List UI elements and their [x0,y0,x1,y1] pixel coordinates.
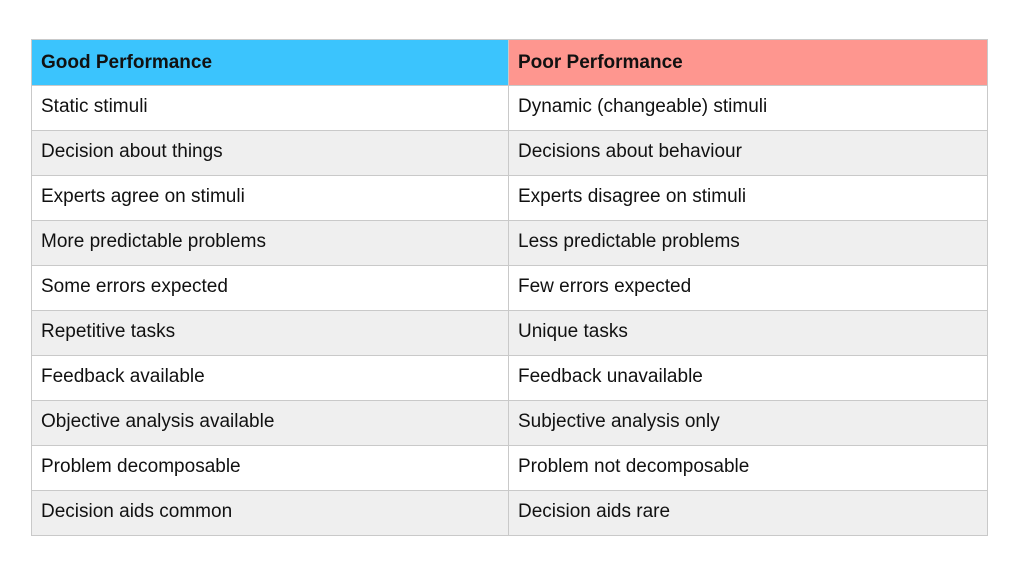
poor-performance-cell: Few errors expected [508,265,988,311]
poor-performance-cell: Feedback unavailable [508,355,988,401]
header-row: Good Performance Poor Performance [31,39,988,86]
table-row: More predictable problems Less predictabl… [31,220,988,266]
good-performance-cell: Decision about things [31,130,509,176]
good-performance-cell: Repetitive tasks [31,310,509,356]
header-good-performance: Good Performance [31,39,509,86]
table-row: Feedback available Feedback unavailable [31,355,988,401]
good-performance-cell: More predictable problems [31,220,509,266]
good-performance-cell: Objective analysis available [31,400,509,446]
good-performance-cell: Experts agree on stimuli [31,175,509,221]
table-row: Some errors expected Few errors expected [31,265,988,311]
table-row: Decision about things Decisions about beh… [31,130,988,176]
header-poor-performance: Poor Performance [508,39,988,86]
good-performance-cell: Decision aids common [31,490,509,536]
table-row: Decision aids common Decision aids rare [31,490,988,536]
good-performance-cell: Some errors expected [31,265,509,311]
poor-performance-cell: Decision aids rare [508,490,988,536]
good-performance-cell: Feedback available [31,355,509,401]
comparison-table: Good Performance Poor Performance Static… [31,39,988,536]
table-body: Static stimuli Dynamic (changeable) stimu… [31,85,988,536]
poor-performance-cell: Subjective analysis only [508,400,988,446]
good-performance-cell: Problem decomposable [31,445,509,491]
table-row: Experts agree on stimuli Experts disagree… [31,175,988,221]
poor-performance-cell: Unique tasks [508,310,988,356]
table-row: Objective analysis available Subjective a… [31,400,988,446]
poor-performance-cell: Decisions about behaviour [508,130,988,176]
poor-performance-cell: Dynamic (changeable) stimuli [508,85,988,131]
poor-performance-cell: Experts disagree on stimuli [508,175,988,221]
table-row: Repetitive tasks Unique tasks [31,310,988,356]
table-row: Problem decomposable Problem not decompos… [31,445,988,491]
poor-performance-cell: Less predictable problems [508,220,988,266]
good-performance-cell: Static stimuli [31,85,509,131]
table-row: Static stimuli Dynamic (changeable) stimu… [31,85,988,131]
poor-performance-cell: Problem not decomposable [508,445,988,491]
